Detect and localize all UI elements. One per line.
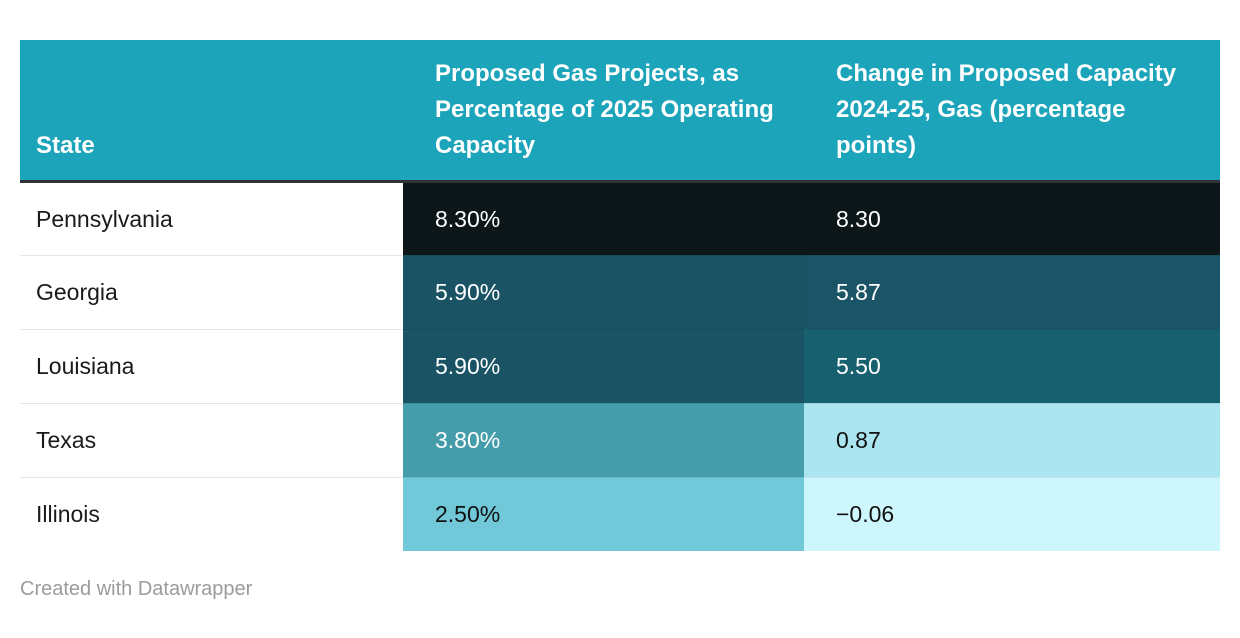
table-header: State Proposed Gas Projects, as Percenta… [20, 40, 1220, 183]
table-body: Pennsylvania 8.30% 8.30 Georgia 5.90% 5.… [20, 181, 1220, 551]
table-row: Pennsylvania 8.30% 8.30 [20, 181, 1220, 255]
change-cell: 5.87 [804, 254, 1220, 329]
pct-cell: 8.30% [403, 181, 804, 255]
table-row: Georgia 5.90% 5.87 [20, 254, 1220, 329]
pct-cell: 5.90% [403, 254, 804, 329]
pct-cell: 2.50% [403, 476, 804, 551]
pct-cell: 3.80% [403, 402, 804, 477]
change-cell: 5.50 [804, 328, 1220, 403]
state-cell: Illinois [20, 476, 403, 551]
table-row: Texas 3.80% 0.87 [20, 402, 1220, 477]
change-cell: 0.87 [804, 402, 1220, 477]
change-cell: 8.30 [804, 181, 1220, 255]
column-header-state: State [20, 40, 403, 183]
state-cell: Texas [20, 402, 403, 477]
column-header-proposed-gas: Proposed Gas Projects, as Percentage of … [403, 40, 804, 183]
column-header-change-capacity: Change in Proposed Capacity 2024-25, Gas… [804, 40, 1220, 183]
state-cell: Georgia [20, 254, 403, 329]
state-cell: Louisiana [20, 328, 403, 403]
datawrapper-credit-link[interactable]: Created with Datawrapper [20, 578, 253, 600]
heatmap-table: State Proposed Gas Projects, as Percenta… [20, 40, 1220, 551]
header-row: State Proposed Gas Projects, as Percenta… [20, 40, 1220, 183]
state-cell: Pennsylvania [20, 181, 403, 255]
pct-cell: 5.90% [403, 328, 804, 403]
table-row: Louisiana 5.90% 5.50 [20, 328, 1220, 403]
change-cell: −0.06 [804, 476, 1220, 551]
table-row: Illinois 2.50% −0.06 [20, 476, 1220, 551]
